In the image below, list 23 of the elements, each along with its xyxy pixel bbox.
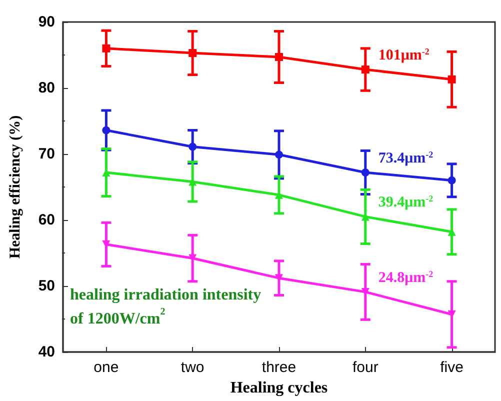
x-tick-label: one (94, 359, 119, 376)
point (448, 75, 456, 84)
point (102, 126, 110, 134)
y-axis-title: Healing efficiency (%) (8, 115, 24, 259)
point (361, 168, 370, 176)
point (361, 66, 370, 74)
x-tick-label: four (352, 359, 378, 376)
point (102, 44, 110, 52)
y-tick-label: 40 (38, 344, 55, 360)
y-tick-label: 60 (38, 212, 55, 228)
point (448, 176, 456, 184)
y-tick-label: 80 (38, 80, 55, 96)
point (275, 52, 283, 61)
point (188, 142, 197, 151)
point (188, 49, 197, 58)
x-axis-title: Healing cycles (230, 380, 328, 396)
point (275, 150, 283, 159)
x-tick-label: five (440, 359, 464, 376)
x-tick-label: two (180, 359, 204, 376)
y-tick-label: 90 (38, 14, 55, 30)
y-tick-label: 50 (38, 278, 55, 294)
y-tick-label: 70 (38, 146, 55, 162)
x-tick-label: three (262, 359, 296, 376)
